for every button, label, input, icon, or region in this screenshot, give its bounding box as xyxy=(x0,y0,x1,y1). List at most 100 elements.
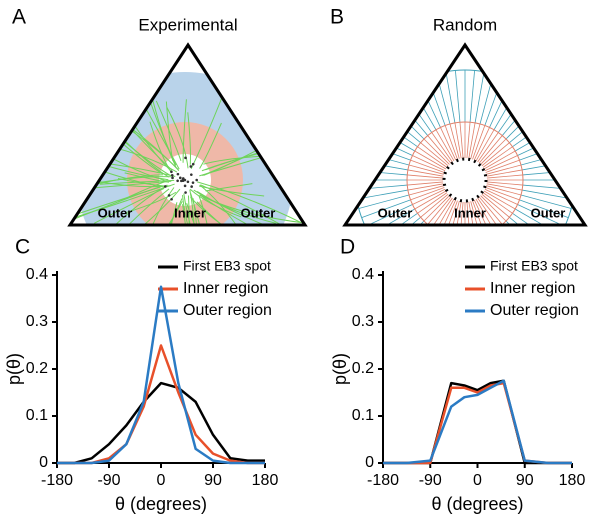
inner-ray xyxy=(486,185,522,196)
inner-ray xyxy=(480,138,507,165)
inner-ray xyxy=(477,132,499,163)
spot xyxy=(176,179,179,183)
track xyxy=(199,122,222,169)
track xyxy=(182,195,190,225)
inner-ray xyxy=(431,132,453,163)
inner-ray xyxy=(481,193,510,218)
panel-label: D xyxy=(340,236,355,259)
outer-ray xyxy=(358,194,410,209)
inner-ray xyxy=(486,181,523,186)
outer-ray xyxy=(501,95,537,136)
legend-label: First EB3 spot xyxy=(490,258,578,274)
region-label: Outer xyxy=(378,205,413,220)
track xyxy=(94,188,170,225)
inner-ray xyxy=(470,201,481,225)
spot xyxy=(183,178,187,182)
spot xyxy=(170,197,173,201)
inner-ray xyxy=(482,146,513,168)
outer-ray xyxy=(419,233,441,280)
spot xyxy=(183,184,187,188)
inner-ray xyxy=(468,122,476,159)
y-tick-label: 0.3 xyxy=(352,313,374,330)
track xyxy=(70,146,169,181)
inner-ray xyxy=(482,192,513,214)
outer-ray xyxy=(393,224,429,225)
outer-ray xyxy=(469,70,475,123)
inner-ray xyxy=(407,174,444,179)
outer-ray xyxy=(455,238,460,290)
series-line xyxy=(57,285,265,465)
inner-ray xyxy=(468,201,476,225)
inner-ray xyxy=(486,183,523,191)
track xyxy=(149,121,172,172)
inner-ray xyxy=(483,190,516,210)
y-axis-label: p(θ) xyxy=(330,353,350,385)
inner-ray xyxy=(414,190,447,210)
inner-ray xyxy=(459,201,464,225)
series-line xyxy=(57,381,265,465)
track xyxy=(138,187,175,225)
inner-ray xyxy=(410,187,445,201)
inner-ray xyxy=(485,159,520,173)
inner-ray xyxy=(475,129,495,162)
inner-ray xyxy=(478,135,503,164)
spot xyxy=(167,194,171,197)
inner-ray xyxy=(408,164,444,175)
outer-ray xyxy=(520,151,572,166)
legend-label: Outer region xyxy=(490,302,579,319)
track xyxy=(155,100,182,161)
outer-ray xyxy=(512,116,556,148)
outer-ray xyxy=(475,237,484,288)
region-label: Outer xyxy=(241,205,276,220)
inner-ray xyxy=(449,123,460,159)
track xyxy=(107,201,183,225)
track xyxy=(183,189,195,225)
inner-ray xyxy=(420,193,449,218)
inner-ray xyxy=(473,199,490,225)
x-tick-label: -180 xyxy=(41,472,73,489)
track xyxy=(157,202,178,225)
panel-b: B Random Outer Inner Outer xyxy=(330,6,588,290)
triangle xyxy=(67,42,308,227)
inner-ray xyxy=(423,195,450,222)
x-tick-label: -90 xyxy=(419,472,442,489)
inner-ray xyxy=(483,150,516,170)
outer-ray xyxy=(470,238,475,290)
inner-ray xyxy=(408,185,444,196)
track xyxy=(205,183,253,192)
spot xyxy=(190,173,193,176)
outer-ray xyxy=(445,71,456,123)
outer-ray xyxy=(374,116,418,148)
spot xyxy=(191,181,195,184)
inner-ray xyxy=(417,192,448,214)
outer-ray xyxy=(365,204,413,225)
track xyxy=(125,141,170,178)
y-tick-label: 0.2 xyxy=(352,360,374,377)
inner-ray xyxy=(486,169,523,177)
spot xyxy=(163,185,167,188)
spot xyxy=(170,170,173,174)
outer-ray xyxy=(517,204,565,225)
inner-ray xyxy=(435,129,455,162)
spot xyxy=(191,162,195,166)
outer-ray xyxy=(361,199,411,218)
outer-ray xyxy=(355,184,408,190)
panel-label: A xyxy=(12,6,26,29)
inner-ray xyxy=(478,196,503,225)
center xyxy=(442,157,488,203)
inner-ray xyxy=(484,155,518,172)
outer-ray xyxy=(410,230,436,275)
track xyxy=(183,193,221,225)
triangle xyxy=(342,42,588,227)
y-tick-label: 0 xyxy=(365,454,374,471)
inner-ray xyxy=(472,125,486,160)
inner-ray xyxy=(410,159,445,173)
inner-ray xyxy=(477,197,499,225)
outer-ray xyxy=(427,235,445,284)
inner-ray xyxy=(427,196,452,225)
spot xyxy=(171,176,174,180)
inner-ray xyxy=(475,198,495,225)
x-tick-label: 90 xyxy=(204,472,222,489)
inner-ray xyxy=(414,150,447,170)
track xyxy=(70,185,162,225)
